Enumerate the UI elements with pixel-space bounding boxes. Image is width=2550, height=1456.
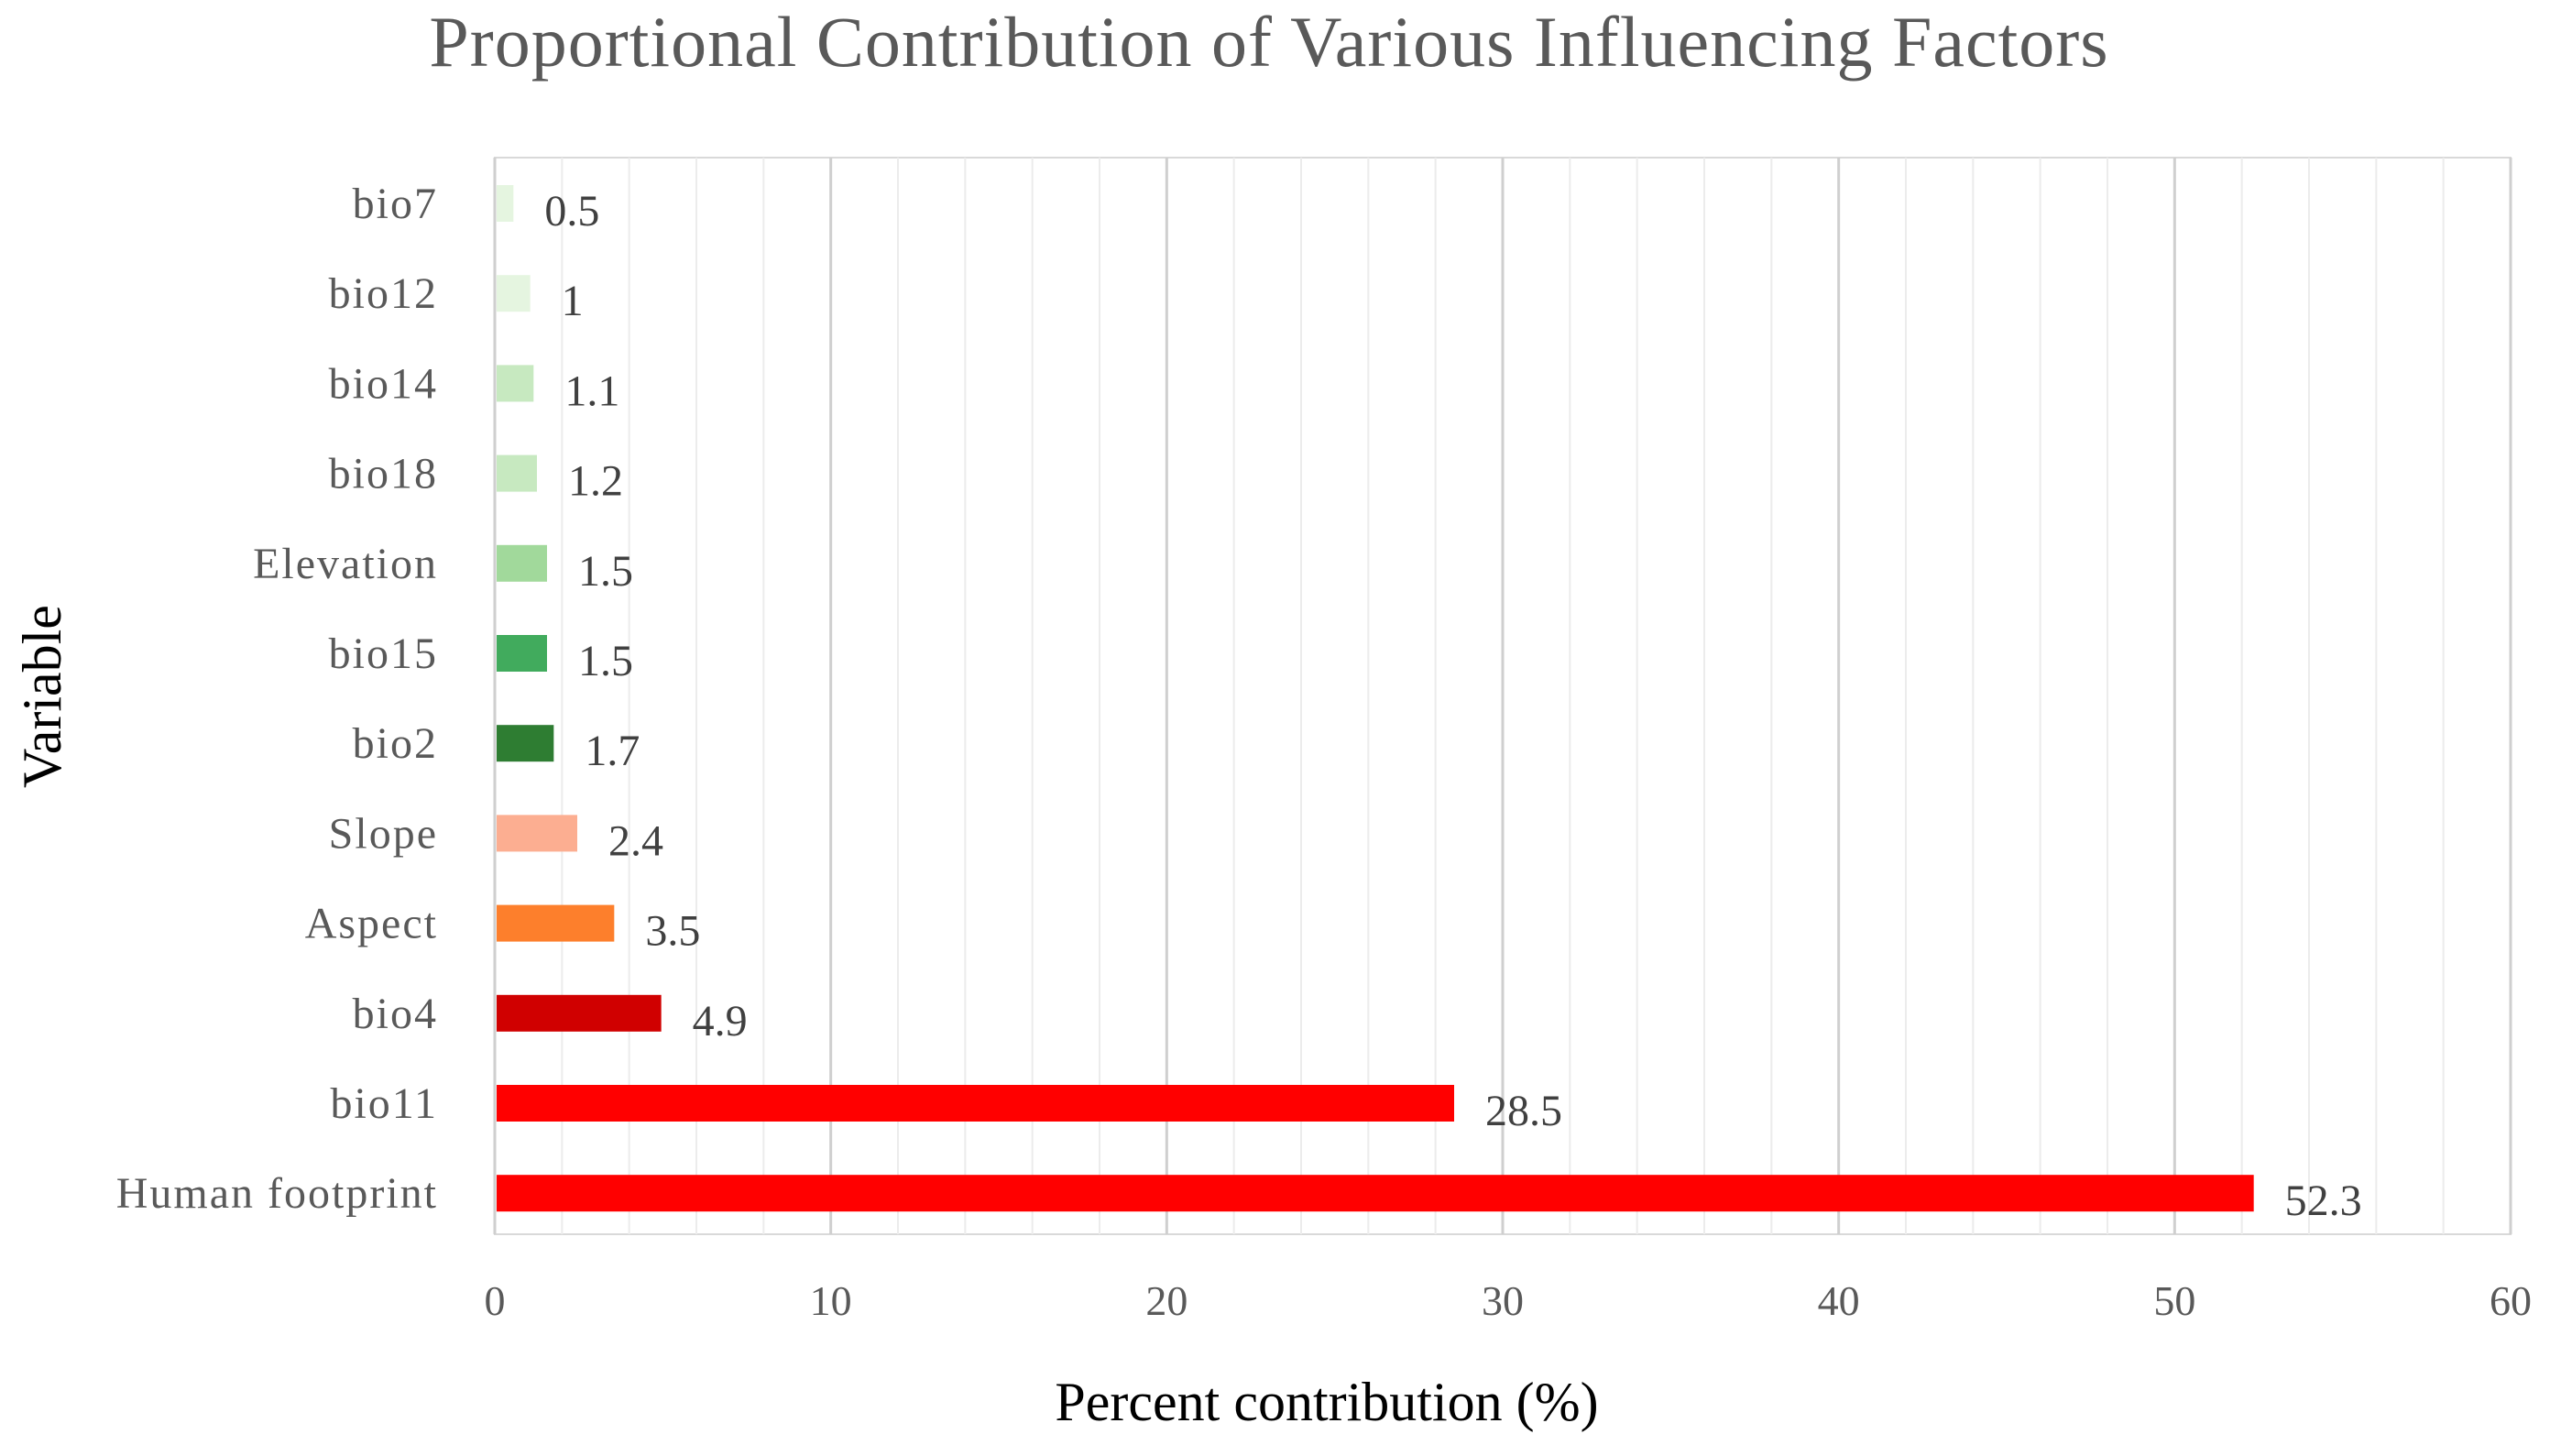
category-label: bio15 [329,629,438,678]
x-tick-label: 0 [485,1277,506,1324]
category-label: bio12 [329,269,438,318]
bar [497,725,554,762]
bar [497,365,534,402]
x-tick-label: 50 [2153,1277,2195,1324]
data-label: 28.5 [1485,1087,1562,1135]
bar [497,185,514,222]
data-label: 52.3 [2285,1177,2362,1225]
data-labels: 0.5 1 1.1 1.2 1.5 1.5 1.7 2.4 3.5 4.9 28.5 52.3 [544,187,2361,1225]
x-tick-label: 20 [1145,1277,1187,1324]
bar [497,1175,2254,1212]
x-tick-label: 10 [810,1277,852,1324]
data-label: 2.4 [608,816,663,865]
x-axis-title: Percent contribution (%) [1055,1372,1598,1432]
data-label: 1.5 [578,547,633,596]
category-label: bio2 [353,719,438,768]
data-label: 1.5 [578,637,633,685]
x-tick-labels: 0 10 20 30 40 50 60 [485,1277,2533,1324]
category-label: bio4 [353,990,438,1038]
category-label: Aspect [305,900,438,948]
bar [497,815,577,852]
y-axis-title: Variable [12,605,72,788]
data-label: 1.7 [585,727,640,775]
category-labels: bio7 bio12 bio14 bio18 Elevation bio15 bio2 Slo… [116,180,438,1218]
minor-gridlines [561,158,2445,1234]
x-tick-label: 40 [1818,1277,1860,1324]
data-label: 1.2 [568,457,623,506]
chart-title: Proportional Contribution of Various Inf… [429,2,2108,82]
x-tick-label: 60 [2490,1277,2532,1324]
bar [497,1085,1454,1122]
category-label: Slope [329,809,438,858]
bar [497,994,662,1032]
category-label: bio11 [330,1079,438,1128]
category-label: bio7 [353,180,438,228]
data-label: 3.5 [645,907,700,956]
category-label: bio18 [329,450,438,498]
bar [497,904,615,942]
category-label: Human footprint [116,1169,438,1218]
bar [497,275,531,312]
bar [497,544,547,582]
data-label: 1.1 [564,367,619,415]
category-label: Elevation [253,540,438,588]
data-label: 4.9 [693,997,748,1045]
data-label: 0.5 [544,187,599,235]
x-tick-label: 30 [1482,1277,1524,1324]
major-gridlines [493,158,2512,1234]
data-label: 1 [562,277,584,325]
category-label: bio14 [329,359,438,408]
bar [497,635,547,672]
bar-series [497,185,2254,1212]
bar [497,454,537,492]
